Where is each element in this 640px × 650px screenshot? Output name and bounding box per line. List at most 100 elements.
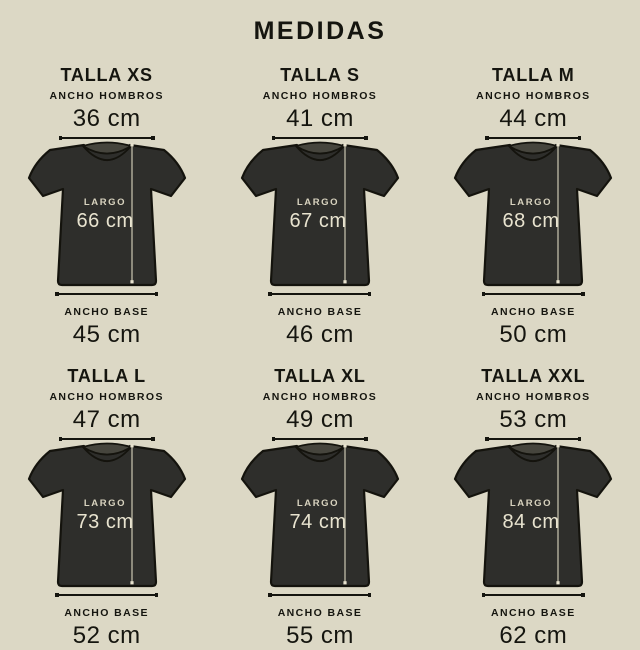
- measure-end-dot: [55, 593, 59, 597]
- measure-end-dot: [485, 437, 489, 441]
- base-measure-line: [55, 292, 159, 296]
- measure-bar: [488, 137, 578, 139]
- tshirt-graphic: LARGO 66 cm: [27, 141, 186, 287]
- shoulder-width-label: ANCHO HOMBROS: [476, 391, 591, 403]
- tshirt-graphic: LARGO 74 cm: [240, 442, 400, 588]
- shoulder-width-value: 41 cm: [286, 105, 354, 132]
- measure-end-dot: [581, 292, 585, 296]
- base-measure-line: [268, 292, 372, 296]
- measure-end-dot: [481, 292, 486, 296]
- shoulder-width-value: 53 cm: [499, 406, 568, 433]
- base-measure-line: [481, 593, 585, 597]
- base-width-value: 52 cm: [72, 622, 141, 649]
- measure-bar: [62, 438, 152, 440]
- shoulder-width-label: ANCHO HOMBROS: [476, 90, 591, 102]
- measure-end-dot: [58, 136, 63, 140]
- measure-bar: [275, 137, 365, 139]
- measure-bar: [58, 293, 155, 295]
- length-measure-dot-bottom: [556, 280, 560, 284]
- length-label: LARGO: [510, 197, 552, 208]
- base-measure-line: [55, 593, 159, 597]
- length-measure-dot-bottom: [556, 581, 560, 585]
- size-panel: TALLA XXL ANCHO HOMBROS 53 cm LARGO 84 c…: [427, 365, 640, 650]
- measure-bar: [62, 137, 152, 139]
- measure-end-dot: [271, 136, 276, 140]
- measure-bar: [275, 438, 365, 440]
- base-measure-line: [268, 593, 372, 597]
- length-label: LARGO: [297, 197, 339, 208]
- measure-end-dot: [154, 593, 159, 597]
- shoulder-width-label: ANCHO HOMBROS: [49, 391, 164, 403]
- length-measure-dot-bottom: [343, 280, 347, 284]
- length-label: LARGO: [84, 197, 126, 208]
- size-panel: TALLA L ANCHO HOMBROS 47 cm LARGO 73 cm …: [0, 365, 213, 650]
- base-width-label: ANCHO BASE: [491, 607, 576, 619]
- size-title: TALLA XL: [274, 366, 366, 386]
- length-value: 73 cm: [76, 511, 133, 533]
- base-width-label: ANCHO BASE: [64, 607, 149, 619]
- shoulder-measure-line: [58, 136, 155, 140]
- length-value: 67 cm: [290, 210, 347, 232]
- size-panel: TALLA M ANCHO HOMBROS 44 cm LARGO 68 cm …: [427, 64, 640, 349]
- tshirt-graphic: LARGO 68 cm: [454, 141, 613, 287]
- shoulder-width-label: ANCHO HOMBROS: [49, 90, 164, 102]
- measure-end-dot: [577, 136, 582, 140]
- shoulder-measure-line: [271, 136, 368, 140]
- tshirt-graphic: LARGO 84 cm: [454, 442, 613, 588]
- length-value: 84 cm: [503, 511, 560, 533]
- size-title: TALLA S: [280, 65, 360, 85]
- measure-bar: [485, 594, 582, 596]
- measure-end-dot: [271, 437, 276, 441]
- measure-end-dot: [481, 593, 486, 597]
- base-width-value: 46 cm: [286, 321, 354, 348]
- shoulder-measure-line: [485, 437, 582, 441]
- length-measure-dot-top: [130, 444, 134, 448]
- shoulder-width-label: ANCHO HOMBROS: [262, 90, 378, 102]
- shoulder-width-value: 49 cm: [286, 406, 354, 433]
- shoulder-measure-line: [485, 136, 582, 140]
- measure-end-dot: [58, 437, 63, 441]
- measure-end-dot: [151, 437, 155, 441]
- shoulder-width-value: 47 cm: [72, 406, 141, 433]
- measure-end-dot: [268, 593, 272, 597]
- measure-end-dot: [581, 593, 585, 597]
- base-measure-line: [481, 292, 585, 296]
- shoulder-width-value: 36 cm: [72, 105, 141, 132]
- base-width-label: ANCHO BASE: [491, 306, 576, 318]
- length-measure-dot-top: [343, 444, 347, 448]
- measure-end-dot: [55, 292, 59, 296]
- base-width-value: 62 cm: [499, 622, 568, 649]
- base-width-value: 50 cm: [499, 321, 568, 348]
- length-measure-dot-bottom: [130, 581, 134, 585]
- size-title: TALLA XS: [60, 65, 153, 85]
- measure-bar: [485, 293, 582, 295]
- shoulder-width-value: 44 cm: [499, 105, 568, 132]
- length-measure-dot-top: [343, 143, 347, 147]
- measure-end-dot: [268, 292, 272, 296]
- length-label: LARGO: [510, 498, 552, 509]
- measure-end-dot: [154, 292, 159, 296]
- base-width-label: ANCHO BASE: [277, 306, 363, 318]
- base-width-value: 45 cm: [72, 321, 141, 348]
- measure-end-dot: [485, 136, 489, 140]
- length-value: 66 cm: [76, 210, 133, 232]
- shoulder-width-label: ANCHO HOMBROS: [262, 391, 378, 403]
- length-value: 68 cm: [503, 210, 560, 232]
- measure-bar: [58, 594, 155, 596]
- size-grid: TALLA XS ANCHO HOMBROS 36 cm LARGO 66 cm…: [0, 64, 640, 650]
- page-title: MEDIDAS: [253, 17, 387, 45]
- length-value: 74 cm: [290, 511, 347, 533]
- tshirt-graphic: LARGO 67 cm: [240, 141, 400, 287]
- size-panel: TALLA XS ANCHO HOMBROS 36 cm LARGO 66 cm…: [0, 64, 213, 349]
- measure-end-dot: [367, 292, 372, 296]
- length-measure-dot-bottom: [343, 581, 347, 585]
- length-measure-dot-top: [556, 444, 560, 448]
- length-measure-dot-bottom: [130, 280, 134, 284]
- size-panel: TALLA XL ANCHO HOMBROS 49 cm LARGO 74 cm…: [213, 365, 426, 650]
- tshirt-graphic: LARGO 73 cm: [27, 442, 186, 588]
- length-label: LARGO: [84, 498, 126, 509]
- size-title: TALLA M: [492, 65, 575, 85]
- measure-end-dot: [364, 136, 368, 140]
- length-measure-dot-top: [556, 143, 560, 147]
